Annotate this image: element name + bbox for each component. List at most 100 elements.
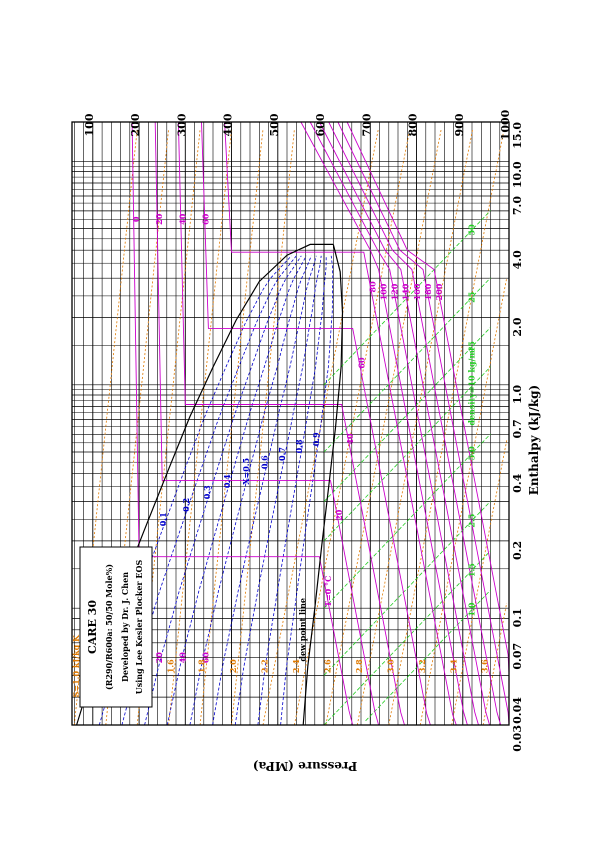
quality-label: 0.6	[260, 455, 270, 469]
density-line	[323, 210, 491, 386]
isotherm-line	[328, 121, 502, 726]
enthalpy-tick-label: 600	[314, 113, 327, 136]
info-line-3: Using Lee Kesler Plocker EOS	[134, 560, 144, 695]
isotherm-lines	[131, 121, 510, 726]
dew-point-line	[302, 244, 344, 726]
pressure-tick-label: 0.2	[511, 541, 524, 560]
isentrope-label: 1.8	[197, 659, 207, 673]
pressure-grid	[72, 160, 509, 726]
quality-line	[257, 255, 327, 726]
density-line	[323, 500, 491, 676]
density-line	[323, 433, 491, 609]
quality-label: 0.2	[181, 498, 191, 512]
density-line	[323, 550, 491, 726]
isotherm-line	[337, 121, 510, 726]
density-label: 1.5	[466, 563, 476, 577]
density-label: 15	[466, 341, 476, 352]
pressure-tick-label: 1.0	[511, 384, 524, 403]
isentrope-label: 2.8	[354, 659, 364, 673]
quality-line	[280, 255, 334, 726]
isentrope-line	[199, 128, 264, 726]
isotherm-label-liquid: 0	[131, 216, 141, 222]
enthalpy-tick-label: 400	[222, 113, 235, 136]
isotherm-label: 100	[379, 283, 389, 300]
info-title: CARE 30	[86, 600, 99, 654]
isotherm-line	[300, 121, 468, 726]
density-label: 2.5	[466, 514, 476, 528]
isentrope-label: S=1.0 kJ/kg K	[71, 634, 81, 697]
quality-label: 0.3	[202, 485, 212, 499]
isentrope-line	[356, 128, 474, 726]
quality-label: 0.7	[277, 447, 287, 461]
density-line	[323, 366, 491, 542]
x-axis-title: Enthalpy (kJ/kg)	[527, 385, 541, 495]
isentrope-line	[231, 128, 295, 726]
isotherm-line	[309, 121, 479, 726]
enthalpy-tick-label: 500	[268, 113, 281, 136]
isentrope-line	[388, 128, 505, 726]
isentrope-line	[168, 128, 232, 726]
isotherm-label-liquid: 60	[200, 213, 210, 225]
isotherm-line	[177, 121, 405, 726]
isentrope-label: 3.6	[480, 659, 490, 673]
density-label: 1.0	[466, 602, 476, 616]
isotherm-label: 160	[412, 283, 422, 300]
isotherm-label-liquid: 60	[200, 652, 210, 664]
pressure-tick-label: 0.03	[511, 725, 524, 752]
quality-line	[144, 255, 302, 726]
isotherm-label-liquid: 20	[154, 213, 164, 225]
info-line-2: Developed by Dr. J. Chen	[120, 572, 130, 682]
isentrope-lines	[73, 128, 508, 726]
isentrope-label: 2.0	[228, 659, 238, 673]
density-label: 5.0	[466, 446, 476, 460]
isotherm-label-liquid: 40	[177, 213, 187, 225]
quality-line	[189, 255, 312, 726]
plot-area: 0.1 0.2 0.3 0.4 X=0.5 0.6 0.7 0.8 0.9 T=0 °C 20 40 6…	[71, 121, 510, 726]
isentrope-line	[294, 128, 411, 726]
quality-label: 0.9	[311, 432, 321, 446]
quality-label: 0.4	[222, 474, 232, 488]
pressure-tick-label: 0.04	[511, 697, 524, 724]
enthalpy-tick-label: 1000	[499, 109, 512, 140]
curve-labels: 0.1 0.2 0.3 0.4 X=0.5 0.6 0.7 0.8 0.9 T=0 °C 20 40 6…	[71, 213, 490, 704]
dew-point-label: dew point line	[298, 598, 308, 662]
pressure-tick-label: 7.0	[511, 196, 524, 215]
isentrope-label: 3.4	[448, 659, 458, 673]
quality-line	[212, 255, 317, 726]
enthalpy-tick-label: 200	[129, 113, 142, 136]
isotherm-label: 180	[423, 283, 433, 300]
isotherm-label: T=0 °C	[323, 576, 333, 607]
isentrope-label: 2.4	[291, 659, 301, 673]
pressure-tick-label: 10.0	[511, 161, 524, 188]
isotherm-label: 20	[334, 509, 344, 521]
isotherm-label: 200	[434, 283, 444, 300]
quality-line	[166, 255, 307, 726]
isotherm-label: 60	[356, 357, 366, 369]
enthalpy-tick-label: 800	[407, 113, 420, 136]
pressure-tick-label: 2.0	[511, 317, 524, 336]
isentrope-label: 2.2	[260, 659, 270, 673]
pressure-tick-label: 0.07	[511, 643, 524, 670]
isotherm-line	[318, 121, 491, 726]
density-label: 50	[466, 224, 476, 236]
enthalpy-tick-label: 900	[453, 113, 466, 136]
isentrope-line	[73, 128, 138, 726]
info-box-frame	[79, 546, 153, 708]
enthalpy-tick-label: 300	[175, 113, 188, 136]
tick-labels: 0.030.04 0.07 0.1 0.2 0.4 0.7 1.0 2.0 4.0 7.0 10.0…	[83, 109, 524, 751]
isotherm-line	[131, 121, 354, 726]
isotherm-label: 120	[390, 283, 400, 300]
pressure-tick-label: 15.0	[511, 122, 524, 149]
isotherm-label: 80	[367, 281, 377, 293]
quality-label: X=0.5	[241, 458, 251, 485]
pressure-tick-label: 0.4	[511, 473, 524, 492]
density-label: density=10 kg/m³	[466, 346, 476, 426]
quality-line	[234, 255, 322, 726]
isotherm-label-liquid: 20	[154, 652, 164, 664]
isotherm-label-liquid: 40	[177, 652, 187, 664]
isotherm-line	[201, 121, 431, 726]
enthalpy-tick-label: 700	[360, 113, 373, 136]
isotherm-line	[224, 121, 457, 726]
plot-frame	[71, 121, 510, 726]
